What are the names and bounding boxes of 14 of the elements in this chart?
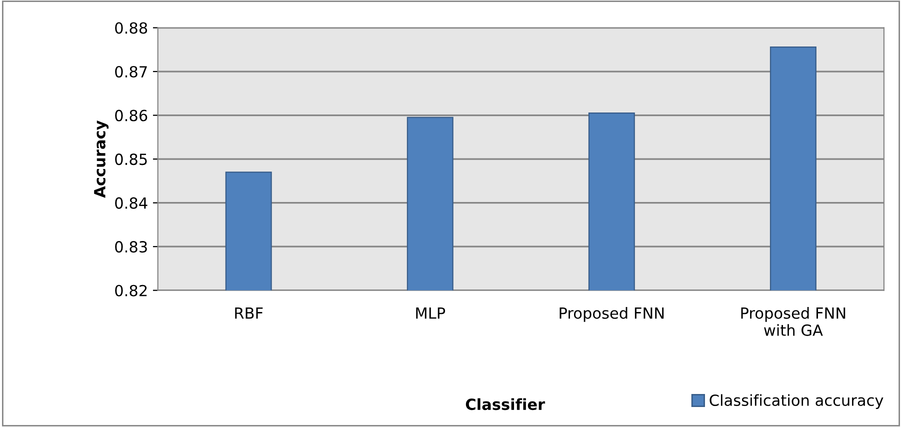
- x-tick-label: Proposed FNN with GA: [741, 307, 846, 336]
- legend-label: Classification accuracy: [710, 394, 884, 409]
- y-axis-title: Accuracy: [94, 120, 109, 198]
- x-tick-label: Proposed FNN: [560, 307, 664, 322]
- y-tick-label: 0.88: [115, 22, 148, 34]
- y-tick-label: 0.85: [115, 154, 147, 166]
- y-tick-label: 0.83: [115, 241, 147, 253]
- y-tick-label: 0.87: [115, 66, 147, 78]
- y-tick-label: 0.82: [115, 284, 147, 296]
- x-tick-label: MLP: [416, 307, 446, 319]
- y-tick-label: 0.86: [115, 110, 148, 122]
- y-tick-label: 0.84: [115, 197, 148, 209]
- x-tick-label: RBF: [235, 307, 263, 319]
- x-axis-title: Classifier: [466, 398, 546, 410]
